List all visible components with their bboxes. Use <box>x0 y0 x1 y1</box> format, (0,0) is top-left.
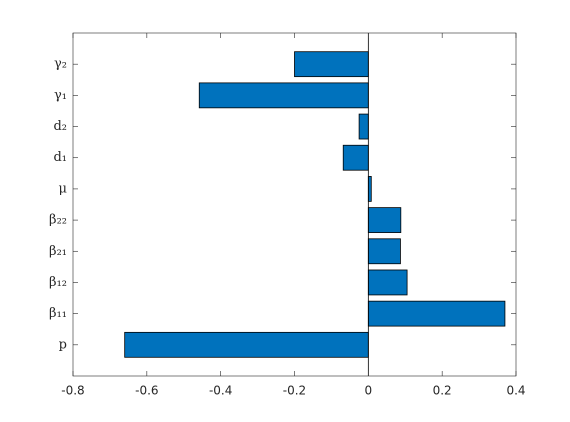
axes-box <box>72 32 517 377</box>
x-tick-label: -0.6 <box>135 384 158 398</box>
bar <box>124 331 369 358</box>
bar <box>367 238 401 265</box>
bar <box>294 51 369 78</box>
x-tick-label: -0.8 <box>61 384 84 398</box>
y-tick-label: d₁ <box>53 150 67 165</box>
y-tick-label: β₂₂ <box>49 213 67 228</box>
y-tick-label: γ₂ <box>54 57 67 72</box>
bar <box>198 82 369 109</box>
y-tick-label: γ₁ <box>54 88 67 103</box>
bar <box>367 269 408 296</box>
y-tick-label: β₁₂ <box>49 275 67 290</box>
bar <box>358 113 369 140</box>
y-tick-label: p <box>59 337 67 352</box>
x-tick-label: 0 <box>365 384 373 398</box>
y-tick-label: d₂ <box>53 119 67 134</box>
bar <box>367 207 402 233</box>
bar <box>367 300 506 327</box>
bar <box>367 176 372 202</box>
y-tick-label: β₂₁ <box>49 244 67 259</box>
x-tick-label: 0.2 <box>433 384 452 398</box>
x-tick-label: 0.4 <box>506 384 525 398</box>
y-tick-label: β₁₁ <box>49 306 67 321</box>
bar <box>342 144 369 171</box>
x-tick-label: -0.4 <box>209 384 232 398</box>
x-tick-label: -0.2 <box>283 384 306 398</box>
y-tick-label: μ <box>59 181 67 196</box>
